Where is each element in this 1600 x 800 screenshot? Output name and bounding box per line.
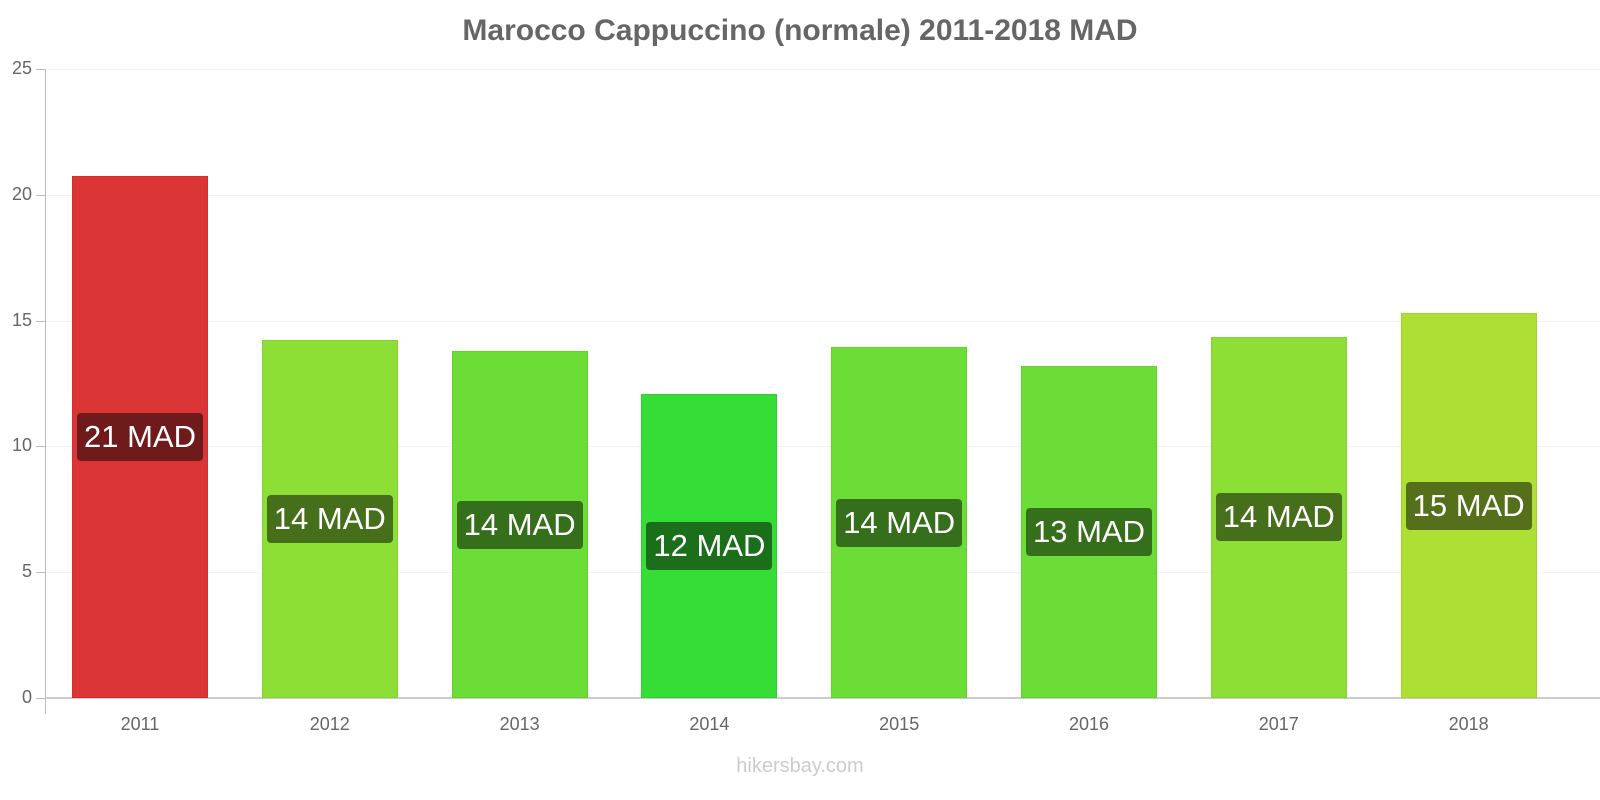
gridline — [46, 69, 1600, 70]
gridline — [46, 320, 1600, 322]
bar-2018[interactable]: 15 MAD — [1400, 313, 1537, 698]
bar-value-label: 15 MAD — [1405, 481, 1532, 530]
x-axis-line — [46, 697, 1600, 699]
x-tick-label: 2018 — [1448, 714, 1489, 734]
y-tick-mark — [36, 698, 46, 699]
bar-value-label: 21 MAD — [77, 412, 203, 461]
bar-2017[interactable]: 14 MAD — [1210, 336, 1347, 698]
bar-value-label: 14 MAD — [266, 494, 393, 543]
bar-2016[interactable]: 13 MAD — [1021, 365, 1157, 698]
bar-2011[interactable]: 21 MAD — [72, 175, 208, 698]
y-tick-label: 0 — [21, 687, 32, 707]
bar-2015[interactable]: 14 MAD — [831, 347, 968, 698]
y-tick-label: 10 — [11, 435, 32, 456]
bar-value-label: 14 MAD — [1215, 493, 1342, 542]
x-tick-label: 2016 — [1068, 714, 1110, 734]
bar-value-label: 12 MAD — [646, 522, 773, 571]
y-tick-mark — [36, 446, 46, 448]
bar-2012[interactable]: 14 MAD — [261, 339, 398, 698]
x-tick-label: 2017 — [1258, 714, 1299, 734]
y-tick-mark — [36, 320, 46, 322]
x-tick-label: 2015 — [879, 714, 920, 734]
y-tick-label: 15 — [11, 309, 32, 330]
y-tick-label: 5 — [21, 561, 32, 582]
y-tick-mark — [36, 572, 46, 574]
gridline — [46, 446, 1600, 448]
bar-2013[interactable]: 14 MAD — [451, 351, 588, 698]
bar-value-label: 14 MAD — [836, 498, 963, 547]
y-tick-mark — [36, 194, 46, 196]
y-tick-label: 20 — [11, 183, 32, 204]
gridline — [46, 572, 1600, 574]
gridline — [46, 194, 1600, 196]
x-tick-label: 2013 — [499, 714, 540, 734]
x-tick-label: 2012 — [309, 714, 350, 734]
y-tick-label: 25 — [11, 58, 32, 78]
x-tick-label: 2014 — [689, 714, 730, 734]
y-axis-line — [45, 69, 46, 714]
bar-value-label: 14 MAD — [456, 500, 583, 549]
y-tick-mark — [36, 69, 46, 70]
watermark: hikersbay.com — [736, 755, 864, 777]
chart-title: Marocco Cappuccino (normale) 2011-2018 M… — [462, 14, 1138, 47]
bar-value-label: 13 MAD — [1026, 507, 1152, 556]
bar-2014[interactable]: 12 MAD — [641, 394, 778, 698]
x-tick-label: 2011 — [120, 714, 160, 734]
